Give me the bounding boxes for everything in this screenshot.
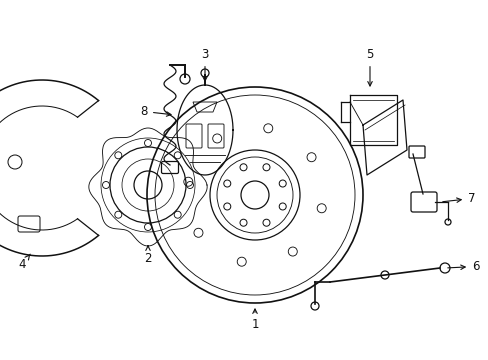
Text: 1: 1 (251, 309, 258, 331)
Text: 3: 3 (201, 48, 208, 81)
Text: 4: 4 (18, 254, 30, 271)
Text: 7: 7 (442, 192, 474, 205)
Text: 8: 8 (141, 105, 171, 118)
Text: 6: 6 (447, 260, 479, 273)
Text: 5: 5 (366, 48, 373, 86)
Text: 2: 2 (144, 246, 151, 265)
